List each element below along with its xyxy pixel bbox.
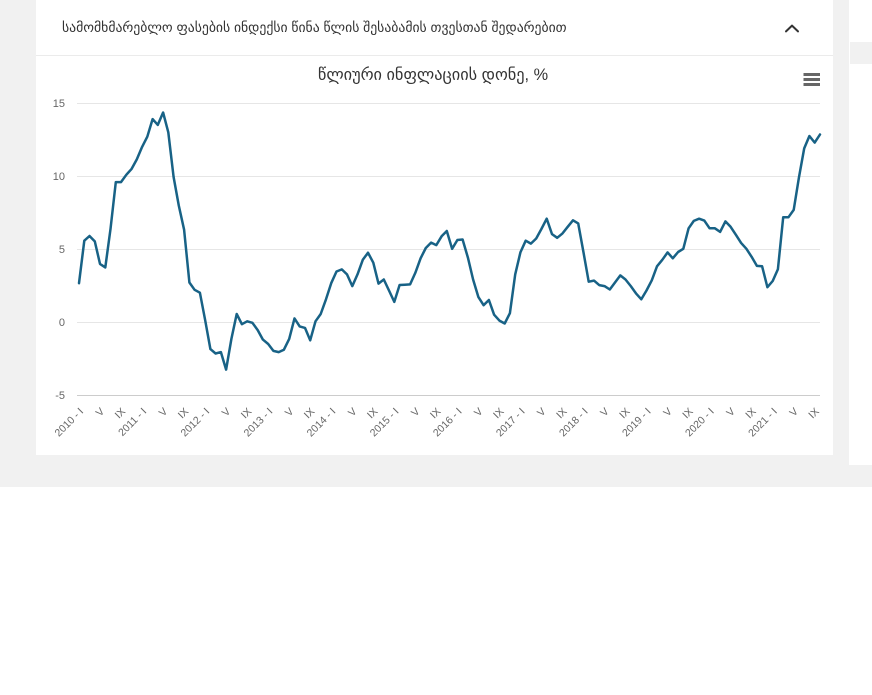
svg-text:IX: IX xyxy=(680,406,696,422)
svg-text:V: V xyxy=(472,406,485,419)
svg-text:IX: IX xyxy=(302,406,318,422)
svg-text:V: V xyxy=(157,406,170,419)
svg-text:IX: IX xyxy=(176,406,192,422)
svg-text:V: V xyxy=(535,406,548,419)
svg-text:V: V xyxy=(787,406,800,419)
svg-text:IX: IX xyxy=(428,406,444,422)
svg-text:V: V xyxy=(94,406,107,419)
svg-text:IX: IX xyxy=(113,406,129,422)
svg-text:IX: IX xyxy=(365,406,381,422)
svg-text:IX: IX xyxy=(491,406,507,422)
svg-text:წლიური ინფლაციის დონე, %: წლიური ინფლაციის დონე, % xyxy=(318,66,548,84)
svg-text:V: V xyxy=(598,406,611,419)
svg-text:-5: -5 xyxy=(55,390,65,402)
svg-text:IX: IX xyxy=(617,406,633,422)
svg-text:IX: IX xyxy=(239,406,255,422)
svg-text:V: V xyxy=(724,406,737,419)
svg-text:V: V xyxy=(220,406,233,419)
svg-text:IX: IX xyxy=(554,406,570,422)
svg-text:10: 10 xyxy=(53,171,65,183)
svg-text:2010 - I: 2010 - I xyxy=(52,406,86,440)
svg-text:V: V xyxy=(346,406,359,419)
svg-text:V: V xyxy=(409,406,422,419)
svg-text:V: V xyxy=(283,406,296,419)
svg-text:IX: IX xyxy=(806,406,822,422)
svg-text:IX: IX xyxy=(743,406,759,422)
svg-text:15: 15 xyxy=(53,98,65,110)
svg-text:0: 0 xyxy=(59,317,65,329)
svg-text:V: V xyxy=(661,406,674,419)
svg-text:5: 5 xyxy=(59,244,65,256)
